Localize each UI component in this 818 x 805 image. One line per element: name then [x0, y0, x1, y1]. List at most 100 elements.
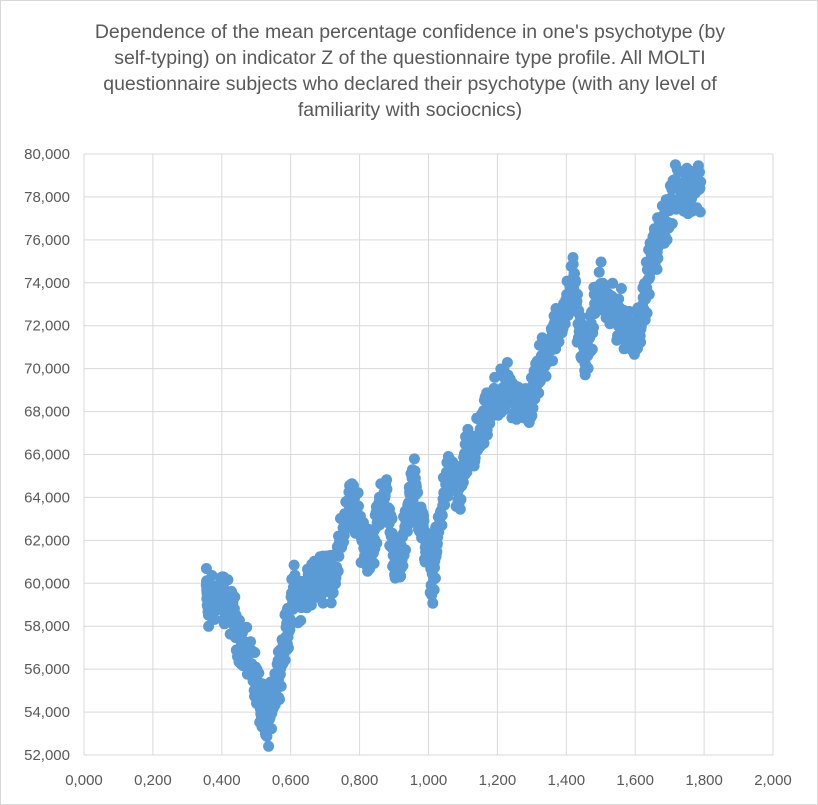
y-tick-label: 62,000: [24, 532, 70, 549]
data-point: [206, 570, 218, 581]
y-tick-label: 58,000: [24, 618, 70, 635]
data-point: [553, 336, 565, 348]
data-point: [607, 277, 619, 289]
data-point: [695, 176, 707, 188]
data-point: [317, 597, 329, 609]
x-tick-label: 1,000: [410, 772, 448, 789]
data-point: [694, 206, 706, 218]
data-point: [694, 166, 705, 178]
x-axis-tick-labels: 0,000 0,200 0,400 0,600 0,800 1,000 1,200 1,400…: [65, 772, 792, 789]
data-point: [439, 499, 451, 511]
data-point: [501, 357, 513, 368]
data-point: [436, 509, 448, 521]
data-point: [317, 587, 329, 599]
chart-title-line-3: questionnaire subjects who declared thei…: [103, 73, 717, 95]
data-point: [249, 647, 261, 658]
data-point: [613, 293, 625, 305]
x-tick-label: 0,800: [341, 772, 379, 789]
y-tick-label: 66,000: [24, 447, 70, 464]
data-point: [595, 256, 607, 268]
data-point: [288, 559, 300, 571]
y-tick-label: 52,000: [24, 747, 70, 764]
data-point: [275, 680, 287, 692]
data-point: [436, 519, 448, 531]
data-point: [295, 615, 307, 626]
x-tick-label: 2,000: [754, 772, 792, 789]
data-point: [397, 560, 409, 572]
data-point: [635, 336, 647, 348]
data-point: [412, 487, 424, 498]
y-tick-label: 72,000: [24, 318, 70, 335]
data-point: [263, 740, 275, 752]
data-point: [209, 613, 221, 625]
y-tick-label: 76,000: [24, 232, 70, 249]
x-tick-label: 0,400: [203, 772, 241, 789]
chart-title-line-2: self-typing) on indicator Z of the quest…: [114, 47, 706, 69]
data-point: [418, 515, 430, 527]
data-point: [429, 572, 441, 584]
data-point: [666, 218, 678, 230]
data-point: [368, 557, 380, 569]
data-point: [274, 694, 285, 705]
data-point: [233, 614, 245, 626]
x-tick-label: 0,200: [134, 772, 172, 789]
gridlines: [83, 153, 774, 756]
data-point: [400, 544, 411, 556]
data-point: [371, 537, 383, 549]
data-point: [582, 362, 594, 374]
x-tick-label: 0,000: [65, 772, 103, 789]
data-point: [428, 584, 440, 596]
data-point: [279, 654, 291, 666]
x-tick-label: 1,200: [479, 772, 517, 789]
data-point: [442, 490, 454, 502]
y-tick-label: 68,000: [24, 404, 70, 421]
data-point: [266, 723, 277, 735]
data-point: [588, 322, 599, 334]
y-tick-label: 56,000: [24, 661, 70, 678]
data-point: [533, 387, 545, 399]
data-point: [381, 474, 393, 486]
data-point: [241, 621, 253, 633]
data-point: [478, 437, 490, 449]
data-points: [200, 159, 707, 752]
y-axis-tick-labels: 52,000 54,000 56,000 58,000 60,000 62,000 64,0…: [24, 146, 70, 764]
y-tick-label: 64,000: [24, 489, 70, 506]
data-point: [381, 483, 393, 495]
data-point: [593, 266, 605, 278]
data-point: [572, 288, 583, 300]
data-point: [547, 355, 558, 367]
y-tick-label: 60,000: [24, 575, 70, 592]
data-point: [661, 234, 673, 246]
data-point: [623, 305, 635, 317]
y-tick-label: 80,000: [24, 146, 70, 163]
data-point: [570, 276, 581, 288]
y-tick-label: 74,000: [24, 275, 70, 292]
data-point: [282, 642, 294, 654]
data-point: [305, 599, 317, 611]
data-point: [454, 503, 466, 515]
data-point: [615, 283, 627, 294]
data-point: [327, 587, 339, 599]
data-point: [461, 466, 473, 478]
data-point: [651, 263, 663, 275]
data-point: [352, 487, 364, 499]
data-point: [567, 258, 579, 270]
data-point: [408, 453, 420, 465]
data-point: [353, 500, 364, 512]
data-point: [652, 252, 664, 264]
data-point: [643, 288, 655, 300]
x-tick-label: 1,600: [616, 772, 654, 789]
data-point: [222, 574, 234, 586]
y-tick-label: 78,000: [24, 189, 70, 206]
data-point: [481, 429, 493, 441]
data-point: [332, 565, 344, 577]
data-point: [256, 678, 268, 690]
data-point: [386, 513, 398, 525]
data-point: [540, 370, 552, 382]
data-point: [325, 597, 337, 609]
data-point: [559, 318, 571, 330]
data-point: [455, 493, 467, 505]
data-point: [527, 402, 539, 414]
